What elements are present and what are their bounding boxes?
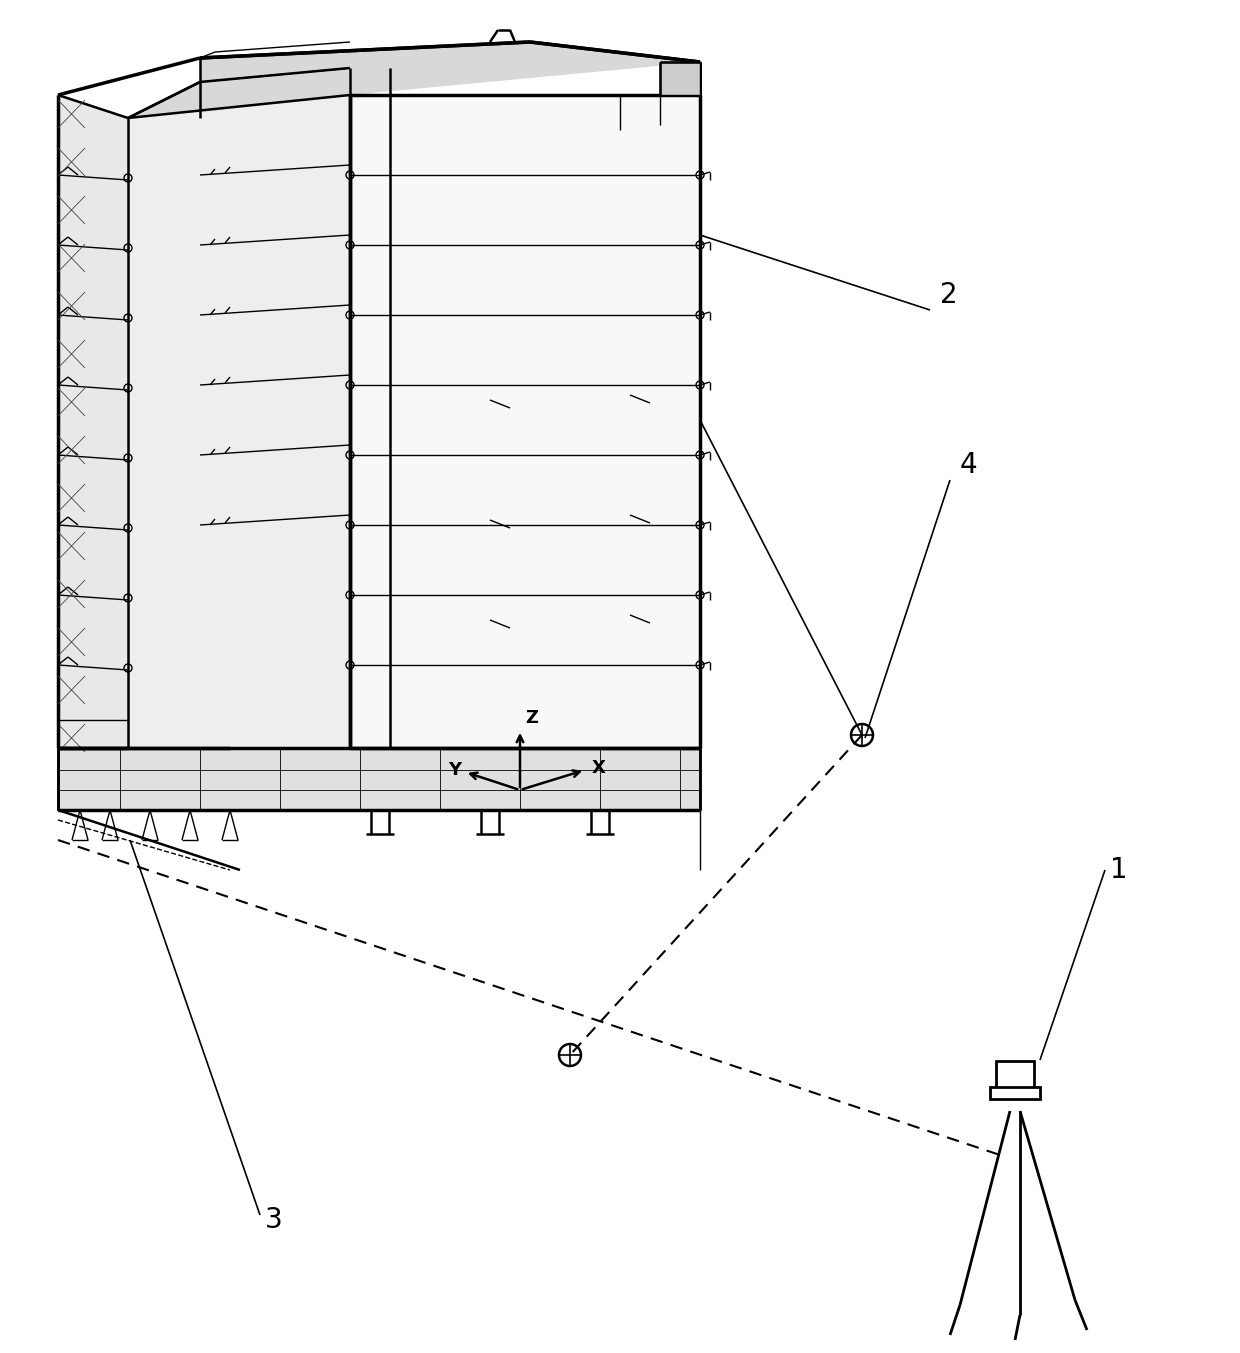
- Polygon shape: [128, 42, 701, 118]
- Text: 4: 4: [960, 451, 977, 479]
- Text: 1: 1: [1110, 856, 1127, 884]
- Polygon shape: [350, 95, 701, 748]
- Bar: [990, 1086, 1040, 1099]
- Text: 3: 3: [265, 1206, 283, 1234]
- Bar: [996, 1061, 1034, 1089]
- Polygon shape: [58, 95, 128, 748]
- Text: Y: Y: [448, 760, 461, 779]
- Text: 2: 2: [940, 281, 957, 308]
- Polygon shape: [128, 95, 350, 748]
- Polygon shape: [660, 62, 701, 95]
- Text: X: X: [591, 759, 606, 777]
- Polygon shape: [58, 748, 701, 810]
- Text: Z: Z: [525, 709, 538, 727]
